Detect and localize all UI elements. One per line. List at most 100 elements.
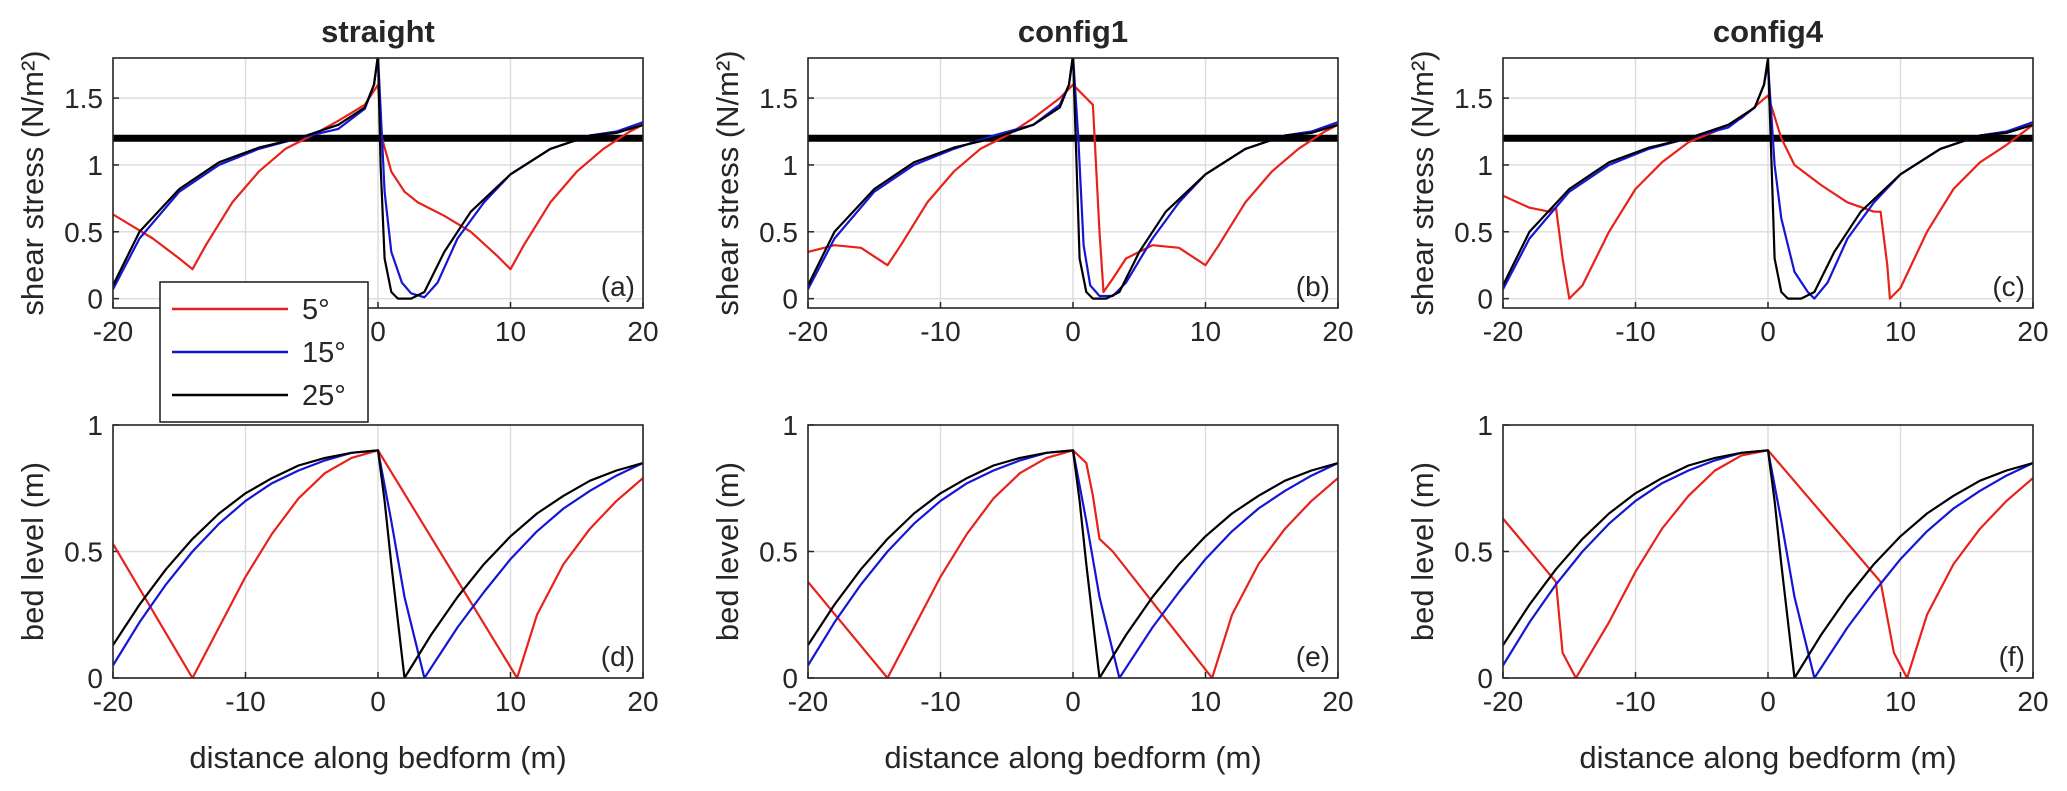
- x-tick-label: 0: [370, 686, 386, 717]
- x-tick-label: 20: [627, 316, 658, 347]
- y-tick-label: 0: [782, 284, 798, 315]
- x-axis-label: distance along bedform (m): [189, 740, 566, 775]
- x-tick-label: 10: [1885, 316, 1916, 347]
- series-group: [113, 58, 643, 300]
- panel-letter: (b): [1296, 271, 1330, 302]
- series-line-5deg: [113, 449, 643, 678]
- y-tick-label: 0: [1477, 284, 1493, 315]
- x-tick-label: -10: [225, 686, 265, 717]
- series-line-5deg: [808, 449, 1338, 678]
- legend-label: 5°: [302, 294, 330, 326]
- y-tick-label: 0.5: [64, 217, 103, 248]
- panel-3: -20 -10 0 10 20 0 0.5 1 1.5 (c) config4 shear stres…: [1405, 14, 2049, 347]
- panel-5: -20 -10 0 10 20 0 0.5 1 (e) bed level (m) distance…: [710, 410, 1354, 775]
- series-line-25deg: [808, 449, 1338, 678]
- y-tick-label: 1: [782, 150, 798, 181]
- series-group: [1503, 449, 2033, 678]
- panel-letter: (f): [1999, 641, 2025, 672]
- x-tick-label: -10: [1615, 686, 1655, 717]
- y-axis-label: shear stress (N/m²): [1405, 50, 1440, 315]
- panel-title: config1: [1018, 14, 1128, 49]
- axes-box: [112, 424, 644, 679]
- series-line-5deg: [808, 83, 1338, 294]
- panel-letter: (d): [601, 641, 635, 672]
- y-tick-label: 1: [1477, 150, 1493, 181]
- x-tick-label: 0: [1065, 686, 1081, 717]
- y-axis-label: shear stress (N/m²): [710, 50, 745, 315]
- series-line-25deg: [1503, 58, 2033, 300]
- x-tick-label: 10: [1885, 686, 1916, 717]
- series-line-5deg: [113, 83, 643, 271]
- y-tick-label: 0: [87, 284, 103, 315]
- y-axis-label: bed level (m): [1405, 462, 1440, 641]
- y-tick-label: 0: [1477, 663, 1493, 694]
- series-group: [1503, 58, 2033, 300]
- x-tick-label: 0: [1760, 316, 1776, 347]
- y-tick-label: 0.5: [759, 537, 798, 568]
- series-group: [808, 58, 1338, 300]
- series-line-15deg: [113, 449, 643, 678]
- series-group: [808, 449, 1338, 678]
- legend-label: 25°: [302, 380, 346, 412]
- x-tick-label: 10: [1190, 686, 1221, 717]
- x-tick-label: 0: [1760, 686, 1776, 717]
- legend-label: 15°: [302, 337, 346, 369]
- y-tick-label: 0.5: [1454, 217, 1493, 248]
- y-axis-label: bed level (m): [15, 462, 50, 641]
- x-tick-label: -20: [1483, 316, 1523, 347]
- x-tick-label: -10: [920, 686, 960, 717]
- x-tick-label: 20: [1322, 316, 1353, 347]
- x-tick-label: -20: [93, 686, 133, 717]
- x-tick-label: 20: [1322, 686, 1353, 717]
- panel-letter: (c): [1992, 271, 2025, 302]
- panel-letter: (e): [1296, 641, 1330, 672]
- x-tick-label: -20: [93, 316, 133, 347]
- y-tick-label: 0.5: [759, 217, 798, 248]
- y-tick-label: 1.5: [759, 83, 798, 114]
- y-tick-label: 1: [1477, 410, 1493, 441]
- axes-box: [807, 57, 1339, 309]
- series-line-25deg: [113, 449, 643, 678]
- panel-6: -20 -10 0 10 20 0 0.5 1 (f) bed level (m) distance…: [1405, 410, 2049, 775]
- x-tick-label: 10: [495, 686, 526, 717]
- x-tick-label: 0: [370, 316, 386, 347]
- x-axis-label: distance along bedform (m): [1579, 740, 1956, 775]
- x-tick-label: 20: [2017, 316, 2048, 347]
- panel-4: -20 -10 0 10 20 0 0.5 1 (d) bed level (m) distance…: [15, 410, 659, 775]
- panel-letter: (a): [601, 271, 635, 302]
- series-line-5deg: [1503, 449, 2033, 678]
- y-tick-label: 1: [782, 410, 798, 441]
- y-tick-label: 0: [782, 663, 798, 694]
- y-tick-label: 1: [87, 410, 103, 441]
- axes-box: [1502, 424, 2034, 679]
- series-line-25deg: [1503, 449, 2033, 678]
- x-tick-label: 10: [495, 316, 526, 347]
- y-tick-label: 1: [87, 150, 103, 181]
- x-tick-label: 20: [627, 686, 658, 717]
- legend: 5° 15° 25°: [159, 281, 369, 423]
- x-tick-label: -10: [920, 316, 960, 347]
- x-tick-label: -10: [1615, 316, 1655, 347]
- y-tick-label: 1.5: [64, 83, 103, 114]
- x-tick-label: -20: [1483, 686, 1523, 717]
- axes-box: [1502, 57, 2034, 309]
- panel-title: config4: [1713, 14, 1824, 49]
- x-tick-label: -20: [788, 686, 828, 717]
- y-tick-label: 1.5: [1454, 83, 1493, 114]
- y-tick-label: 0.5: [64, 537, 103, 568]
- series-group: [113, 449, 643, 678]
- panel-2: -20 -10 0 10 20 0 0.5 1 1.5 (b) config1 shear stres…: [710, 14, 1354, 347]
- series-line-25deg: [113, 58, 643, 300]
- series-line-5deg: [1503, 94, 2033, 300]
- panel-title: straight: [321, 14, 435, 49]
- y-axis-label: bed level (m): [710, 462, 745, 641]
- y-tick-label: 0.5: [1454, 537, 1493, 568]
- series-line-15deg: [808, 449, 1338, 678]
- grid: [807, 58, 1339, 308]
- y-tick-label: 0: [87, 663, 103, 694]
- axes-box: [807, 424, 1339, 679]
- x-tick-label: -20: [788, 316, 828, 347]
- series-line-25deg: [808, 58, 1338, 300]
